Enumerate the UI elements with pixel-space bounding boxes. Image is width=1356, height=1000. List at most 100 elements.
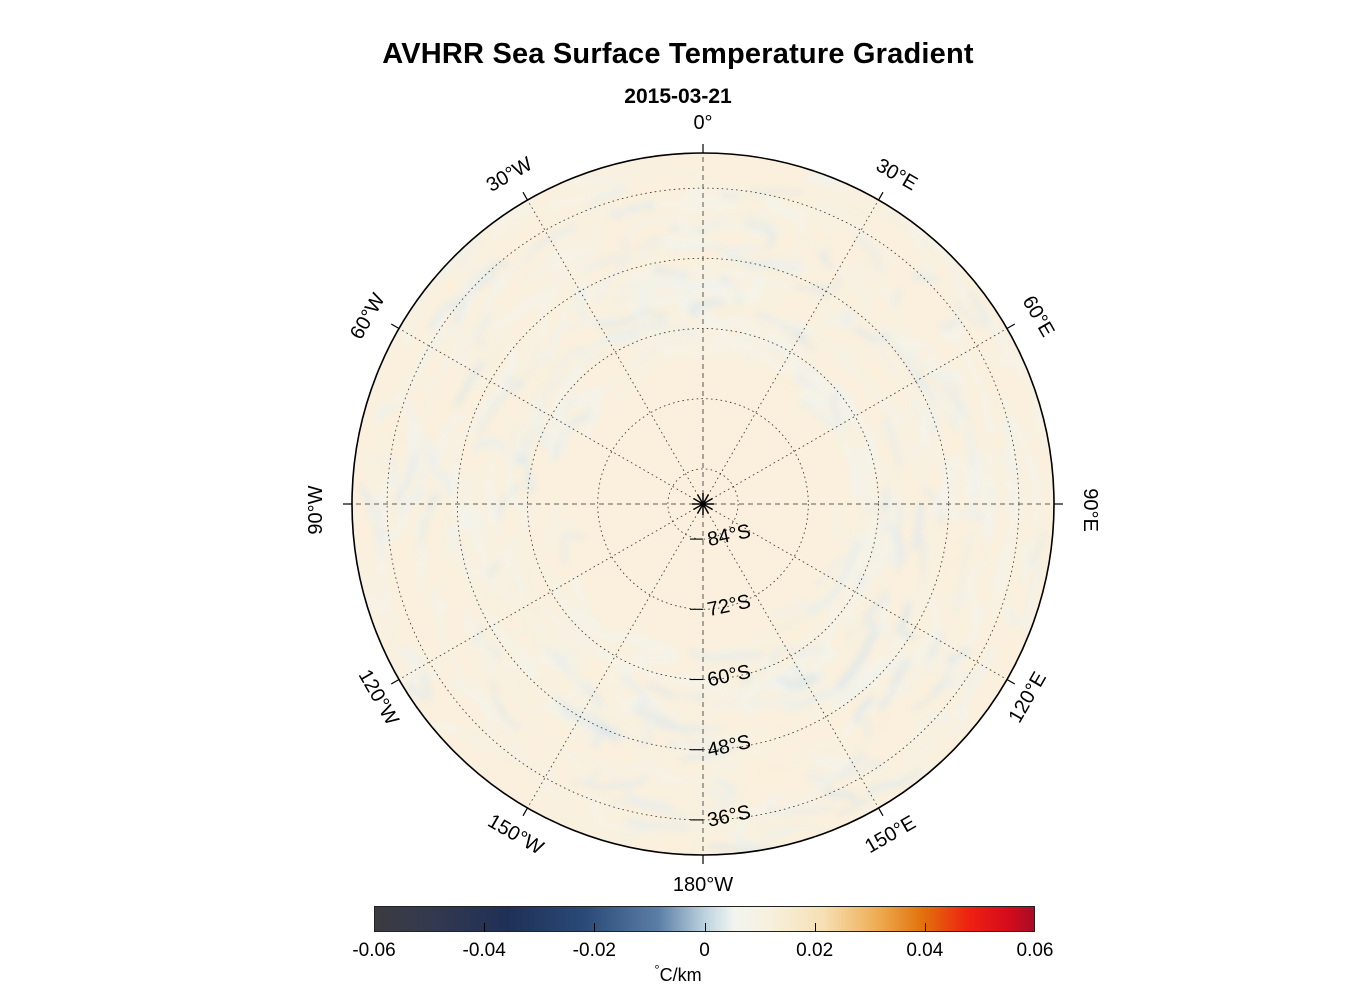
colorbar-tick [594, 923, 596, 932]
colorbar-tick-label: 0.06 [1016, 940, 1054, 961]
gradient-filament [610, 799, 689, 821]
gradient-filament [476, 689, 490, 726]
gradient-filament [912, 356, 958, 410]
gradient-filament [1011, 548, 1026, 586]
gradient-filament [1007, 489, 1030, 532]
gradient-filament [471, 661, 488, 694]
gradient-filament [537, 762, 554, 797]
longitude-label: 120°E [1005, 668, 1051, 726]
gradient-filament [825, 197, 870, 221]
gradient-filament [460, 240, 486, 291]
gradient-filament [398, 322, 412, 349]
gradient-filament [913, 542, 953, 595]
gradient-filament [525, 271, 551, 294]
gradient-filament [603, 176, 662, 185]
gradient-filament [856, 450, 867, 509]
gradient-filament [954, 418, 994, 475]
gradient-filament [741, 246, 801, 256]
gradient-filament [632, 791, 714, 799]
gradient-filament [624, 216, 679, 242]
gradient-filament [750, 828, 795, 843]
gradient-filament [458, 235, 482, 269]
gradient-filament [565, 818, 620, 830]
gradient-filament [880, 763, 927, 777]
gradient-filament [582, 709, 638, 744]
gradient-filament [1038, 472, 1054, 518]
gradient-filament [893, 655, 936, 692]
gradient-filament [921, 487, 944, 526]
gradient-filament [776, 325, 822, 376]
gradient-filament [423, 330, 468, 391]
gradient-filament [849, 760, 885, 779]
gradient-filament [489, 694, 510, 724]
gradient-filament [814, 677, 853, 707]
gradient-filament [884, 522, 906, 566]
gradient-filament [487, 277, 505, 314]
gradient-filament [946, 647, 971, 663]
gradient-filament [807, 293, 862, 336]
gradient-filament [1018, 412, 1037, 438]
gradient-filament [454, 360, 486, 407]
longitude-tick [877, 807, 884, 817]
gradient-filament [702, 315, 743, 326]
gradient-filament [868, 767, 923, 793]
colorbar-tick [484, 923, 486, 932]
gradient-filament [894, 589, 930, 660]
gradient-filament [427, 448, 453, 497]
page-title: AVHRR Sea Surface Temperature Gradient [382, 38, 974, 70]
gradient-filament [518, 605, 558, 648]
gradient-filament [715, 778, 737, 799]
gradient-filament [718, 245, 760, 261]
gradient-filament [606, 246, 679, 258]
gradient-filament [1021, 571, 1042, 633]
gradient-filament [845, 580, 853, 620]
gradient-filament [844, 791, 881, 816]
gradient-filament [998, 650, 1018, 661]
gradient-filament [621, 825, 649, 844]
gradient-filament [823, 311, 853, 352]
gradient-filament [778, 687, 810, 710]
gradient-filament [768, 683, 801, 706]
gradient-filament [850, 706, 889, 756]
gradient-filament [807, 755, 853, 768]
gradient-filament [838, 791, 875, 816]
gradient-filament [562, 414, 569, 438]
gradient-filament [717, 302, 746, 316]
gradient-filament [878, 605, 894, 639]
gradient-filament [941, 534, 964, 572]
gradient-filament [369, 567, 388, 640]
gradient-filament [1000, 572, 1012, 613]
gradient-filament [925, 707, 970, 736]
gradient-filament [448, 433, 468, 456]
gradient-filament [868, 424, 889, 440]
colorbar[interactable]: -0.06 -0.04 -0.02 0 0.02 0.04 0.06 [352, 906, 1053, 961]
gradient-filament [525, 387, 550, 442]
gradient-filament [848, 342, 882, 354]
gradient-filament [507, 717, 527, 749]
colorbar-tick-label: -0.02 [572, 940, 616, 961]
gradient-filament [1003, 602, 1009, 632]
longitude-label: 90°W [305, 485, 327, 534]
gradient-filament [416, 384, 429, 418]
longitude-label: 60°W [346, 290, 390, 344]
gradient-filament [621, 674, 649, 709]
gradient-filament [376, 535, 396, 628]
gradient-filament [922, 356, 968, 386]
gradient-filament [938, 317, 959, 331]
gradient-filament [927, 382, 963, 420]
gradient-filament [511, 352, 556, 400]
gradient-filament [642, 306, 668, 319]
gradient-filament [902, 379, 937, 431]
gradient-filament [394, 449, 419, 503]
gradient-filament [385, 431, 408, 443]
meridian-line [398, 503, 704, 680]
gradient-filament [842, 751, 907, 780]
gradient-filament [577, 188, 647, 213]
gradient-filament [689, 647, 765, 661]
gradient-filament [908, 226, 933, 275]
gradient-filament [550, 586, 597, 624]
gradient-filament [738, 686, 756, 718]
gradient-filament [551, 792, 604, 804]
gradient-filament [561, 532, 586, 563]
gradient-filament [815, 192, 839, 226]
